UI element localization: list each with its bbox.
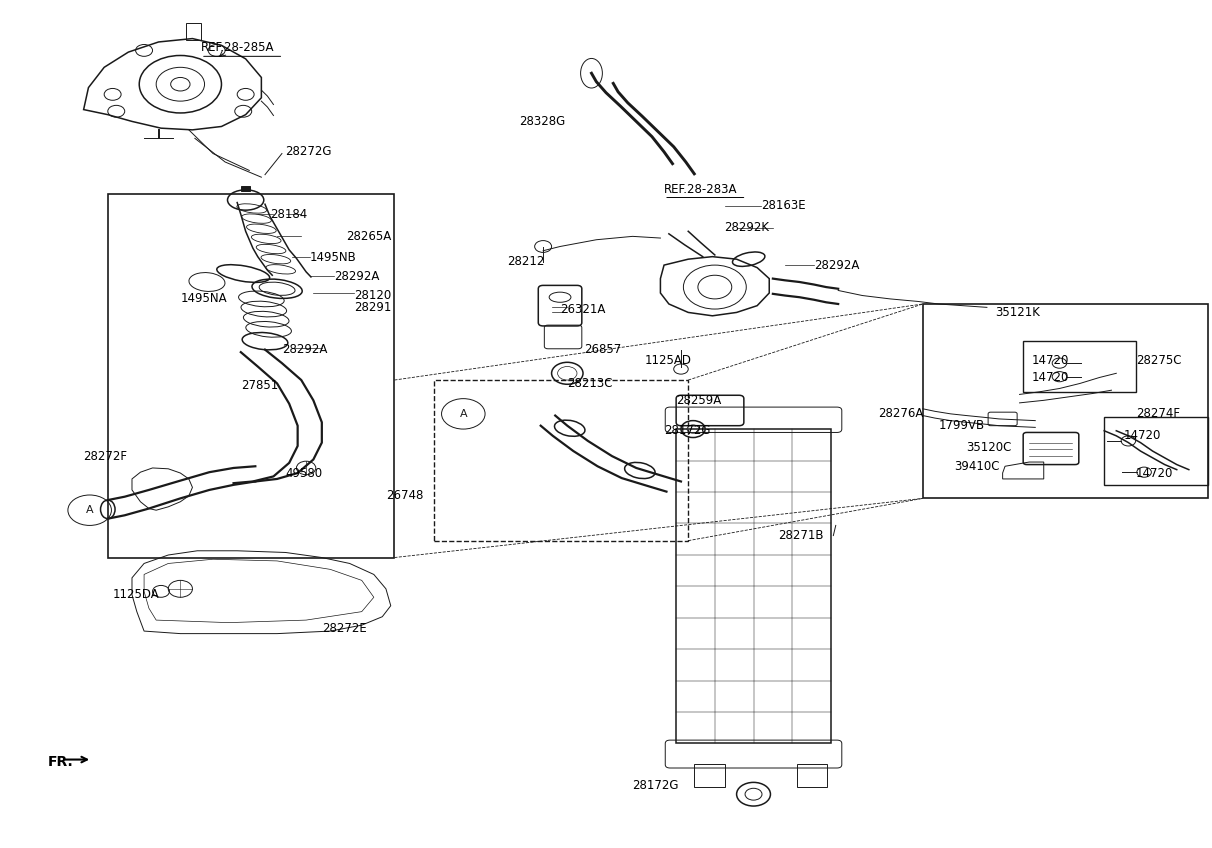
- Text: 1125DA: 1125DA: [113, 589, 160, 601]
- Text: 28212: 28212: [507, 255, 544, 268]
- Text: 1125AD: 1125AD: [645, 354, 692, 367]
- Text: 26857: 26857: [584, 343, 622, 356]
- Text: 35121K: 35121K: [995, 306, 1040, 319]
- Bar: [694, 764, 725, 788]
- Text: 28274F: 28274F: [1136, 407, 1179, 421]
- Text: 14720: 14720: [1031, 354, 1069, 367]
- Text: 28163E: 28163E: [761, 199, 806, 213]
- Text: 28271B: 28271B: [778, 529, 823, 542]
- Text: 14720: 14720: [1031, 371, 1069, 384]
- Bar: [922, 304, 1208, 499]
- Text: 28172G: 28172G: [633, 779, 679, 792]
- Text: REF.28-285A: REF.28-285A: [201, 42, 274, 54]
- Text: 1799VB: 1799VB: [938, 419, 984, 432]
- Text: 28184: 28184: [270, 208, 307, 220]
- Text: A: A: [459, 409, 467, 419]
- Text: 28292K: 28292K: [725, 221, 770, 234]
- Text: 28259A: 28259A: [676, 393, 721, 407]
- Text: REF.28-283A: REF.28-283A: [664, 182, 738, 196]
- Text: 28328G: 28328G: [519, 115, 565, 128]
- Text: 28265A: 28265A: [345, 230, 391, 243]
- Bar: [187, 24, 201, 40]
- Text: 28272E: 28272E: [322, 622, 366, 635]
- Text: 14720: 14720: [1124, 429, 1161, 443]
- Text: 28276A: 28276A: [877, 407, 924, 421]
- Text: 14720: 14720: [1136, 466, 1173, 479]
- Text: 35120C: 35120C: [966, 441, 1012, 455]
- Text: 28172G: 28172G: [664, 424, 710, 438]
- Text: 49580: 49580: [286, 466, 322, 479]
- Text: 28292A: 28292A: [814, 259, 859, 271]
- Text: A: A: [86, 505, 93, 516]
- Bar: [434, 380, 688, 541]
- Text: 1495NB: 1495NB: [310, 251, 356, 264]
- Text: 27851: 27851: [241, 379, 278, 393]
- Text: 28292A: 28292A: [282, 343, 327, 356]
- Bar: [108, 194, 394, 557]
- Text: 26748: 26748: [385, 489, 423, 502]
- Bar: [797, 764, 828, 788]
- Bar: [1104, 417, 1208, 485]
- Text: 28213C: 28213C: [567, 377, 613, 390]
- Text: 1495NA: 1495NA: [181, 293, 227, 305]
- Text: 28291: 28291: [354, 301, 391, 314]
- Bar: [241, 186, 251, 191]
- Bar: [676, 429, 831, 744]
- Bar: [1023, 341, 1136, 392]
- Text: 28275C: 28275C: [1136, 354, 1182, 367]
- Text: 28272G: 28272G: [286, 145, 332, 159]
- Text: FR.: FR.: [47, 755, 73, 769]
- Text: 28120: 28120: [354, 289, 391, 302]
- Text: 26321A: 26321A: [560, 304, 606, 316]
- Text: 28272F: 28272F: [84, 449, 127, 463]
- Text: 39410C: 39410C: [954, 460, 1000, 473]
- Text: 28292A: 28292A: [335, 270, 379, 282]
